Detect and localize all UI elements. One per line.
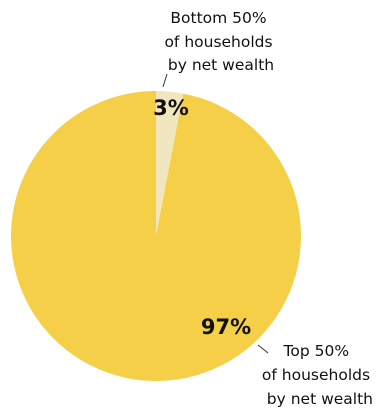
slice-label-top-line-3: by net wealth	[267, 390, 373, 408]
slice-label-top-line-1: Top 50%	[283, 342, 350, 360]
pie-slice-top-50	[10, 90, 302, 381]
leader-line-bottom	[162, 73, 168, 88]
slice-label-top: Top 50% of households by net wealth	[262, 342, 375, 408]
leader-line-top	[257, 344, 269, 354]
pie-slices	[10, 90, 302, 381]
slice-label-bottom-line-2: of households	[164, 33, 272, 51]
slice-value-top: 97%	[201, 315, 251, 339]
slice-label-bottom-line-1: Bottom 50%	[170, 9, 266, 27]
pie-slice-bottom-50	[156, 91, 184, 236]
slice-label-bottom: Bottom 50% of households by net wealth	[164, 9, 277, 74]
slice-label-top-line-2: of households	[262, 366, 370, 384]
slice-label-bottom-line-3: by net wealth	[168, 56, 274, 74]
slice-value-bottom: 3%	[153, 96, 189, 120]
